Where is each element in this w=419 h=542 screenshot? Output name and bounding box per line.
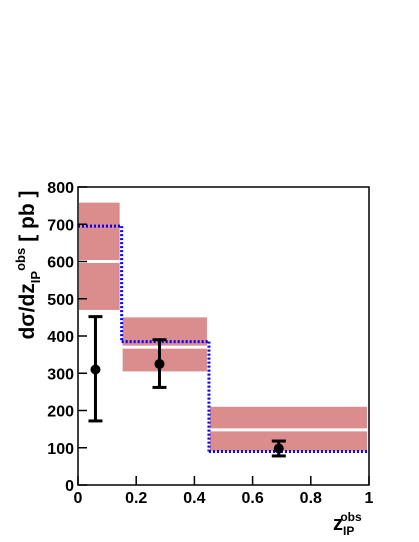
- y-axis-label: dσ/dzIPobs [ pb ]: [13, 190, 43, 339]
- y-label-main: dσ/dz: [16, 283, 39, 339]
- y-tick-label: 200: [47, 404, 74, 421]
- y-tick-label: 300: [47, 366, 74, 383]
- x-label-sup: obs: [340, 510, 362, 524]
- x-tick-label: 0.6: [241, 490, 263, 507]
- y-tick-label: 700: [47, 217, 74, 234]
- x-axis-label: zIPobs: [333, 510, 362, 538]
- y-label-unit: [ pb ]: [16, 190, 39, 241]
- x-tick-label: 0.4: [183, 490, 205, 507]
- x-tick-label: 0.2: [125, 490, 147, 507]
- data-point: [90, 364, 101, 375]
- y-tick-label: 500: [47, 292, 74, 309]
- y-tick-label: 0: [65, 478, 74, 495]
- y-tick-label: 800: [47, 180, 74, 197]
- x-tick-label: 0.8: [300, 490, 322, 507]
- x-tick-label: 1: [365, 490, 374, 507]
- x-label-sub: IP: [343, 524, 354, 538]
- data-point: [273, 443, 284, 454]
- y-label-sub: IP: [28, 271, 43, 284]
- y-tick-label: 600: [47, 255, 74, 272]
- y-tick-label: 400: [47, 329, 74, 346]
- y-label-sup: obs: [13, 248, 28, 271]
- theory-band: [122, 317, 207, 372]
- data-point: [154, 358, 165, 369]
- theory-band: [79, 202, 120, 310]
- y-tick-label: 100: [47, 441, 74, 458]
- x-label-main: z: [333, 513, 343, 535]
- x-tick-label: 0: [74, 490, 83, 507]
